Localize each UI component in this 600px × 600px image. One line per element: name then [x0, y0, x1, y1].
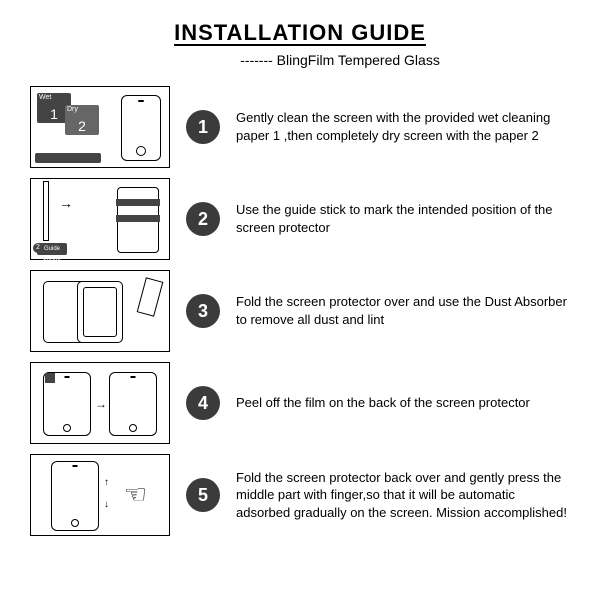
step-5-illustration: ↑ ↓ ☜ — [30, 454, 170, 536]
steps-list: Wet1 Dry2 1 Gently clean the screen with… — [30, 86, 570, 536]
dry-label: Dry — [67, 106, 78, 113]
page-title: INSTALLATION GUIDE — [30, 20, 570, 46]
step-2: 2 Guide Sticker → 2 Use the guide stick … — [30, 178, 570, 260]
subtitle: ------- BlingFilm Tempered Glass — [30, 52, 570, 68]
step-1: Wet1 Dry2 1 Gently clean the screen with… — [30, 86, 570, 168]
step-1-number: 1 — [186, 110, 220, 144]
step-4-number: 4 — [186, 386, 220, 420]
step-5-desc: Fold the screen protector back over and … — [236, 469, 570, 522]
step-2-illustration: 2 Guide Sticker → — [30, 178, 170, 260]
step-3-desc: Fold the screen protector over and use t… — [236, 293, 570, 328]
step-1-illustration: Wet1 Dry2 — [30, 86, 170, 168]
step-3-illustration — [30, 270, 170, 352]
step-2-desc: Use the guide stick to mark the intended… — [236, 201, 570, 236]
step-4-illustration: → — [30, 362, 170, 444]
step-2-number: 2 — [186, 202, 220, 236]
hand-icon: ☜ — [124, 479, 147, 510]
step-1-desc: Gently clean the screen with the provide… — [236, 109, 570, 144]
step-4: → 4 Peel off the film on the back of the… — [30, 362, 570, 444]
step-3: 3 Fold the screen protector over and use… — [30, 270, 570, 352]
step-4-desc: Peel off the film on the back of the scr… — [236, 394, 570, 412]
step-5-number: 5 — [186, 478, 220, 512]
wet-label: Wet — [39, 94, 51, 101]
step-3-number: 3 — [186, 294, 220, 328]
step-5: ↑ ↓ ☜ 5 Fold the screen protector back o… — [30, 454, 570, 536]
